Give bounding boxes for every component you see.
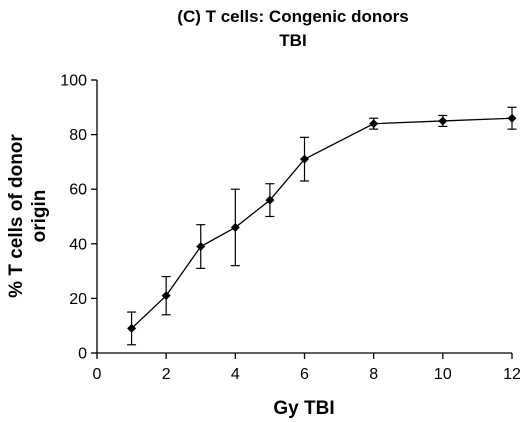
- y-tick-label: 80: [69, 127, 87, 144]
- x-axis-title: Gy TBI: [273, 398, 334, 419]
- y-tick-label: 60: [69, 182, 87, 199]
- data-point-marker: [265, 195, 275, 205]
- data-point-marker: [369, 119, 379, 129]
- chart-title: (C) T cells: Congenic donors: [177, 7, 408, 26]
- x-tick-label: 2: [162, 366, 171, 383]
- data-point-marker: [507, 113, 517, 123]
- y-tick-label: 40: [69, 236, 87, 253]
- y-axis-title: % T cells of donor origin: [6, 134, 50, 298]
- data-point-marker: [300, 154, 309, 164]
- plot-area: [127, 106, 517, 346]
- x-tick-label: 6: [300, 366, 309, 383]
- x-tick-label: 4: [231, 366, 240, 383]
- y-axis-title-line-2: origin: [29, 190, 50, 243]
- x-tick-label: 8: [369, 366, 378, 383]
- y-tick-label: 0: [78, 346, 87, 363]
- x-tick-label: 0: [93, 366, 102, 383]
- data-point-marker: [196, 242, 206, 252]
- x-tick-label: 12: [503, 366, 520, 383]
- y-tick-label: 20: [69, 291, 87, 308]
- x-tick-label: 10: [434, 366, 452, 383]
- y-axis-ticks: 0 20 40 60 80 100: [60, 73, 97, 363]
- data-point-marker: [438, 116, 448, 126]
- data-point-marker: [127, 323, 137, 333]
- y-tick-label: 100: [60, 73, 87, 90]
- x-axis-ticks: 0 2 4 6 8 10 12: [93, 353, 520, 383]
- data-point-marker: [161, 291, 171, 301]
- y-axis-title-line-1: % T cells of donor: [6, 134, 27, 298]
- chart-subtitle: TBI: [279, 31, 306, 50]
- series-line: [131, 117, 513, 329]
- data-point-marker: [230, 222, 240, 232]
